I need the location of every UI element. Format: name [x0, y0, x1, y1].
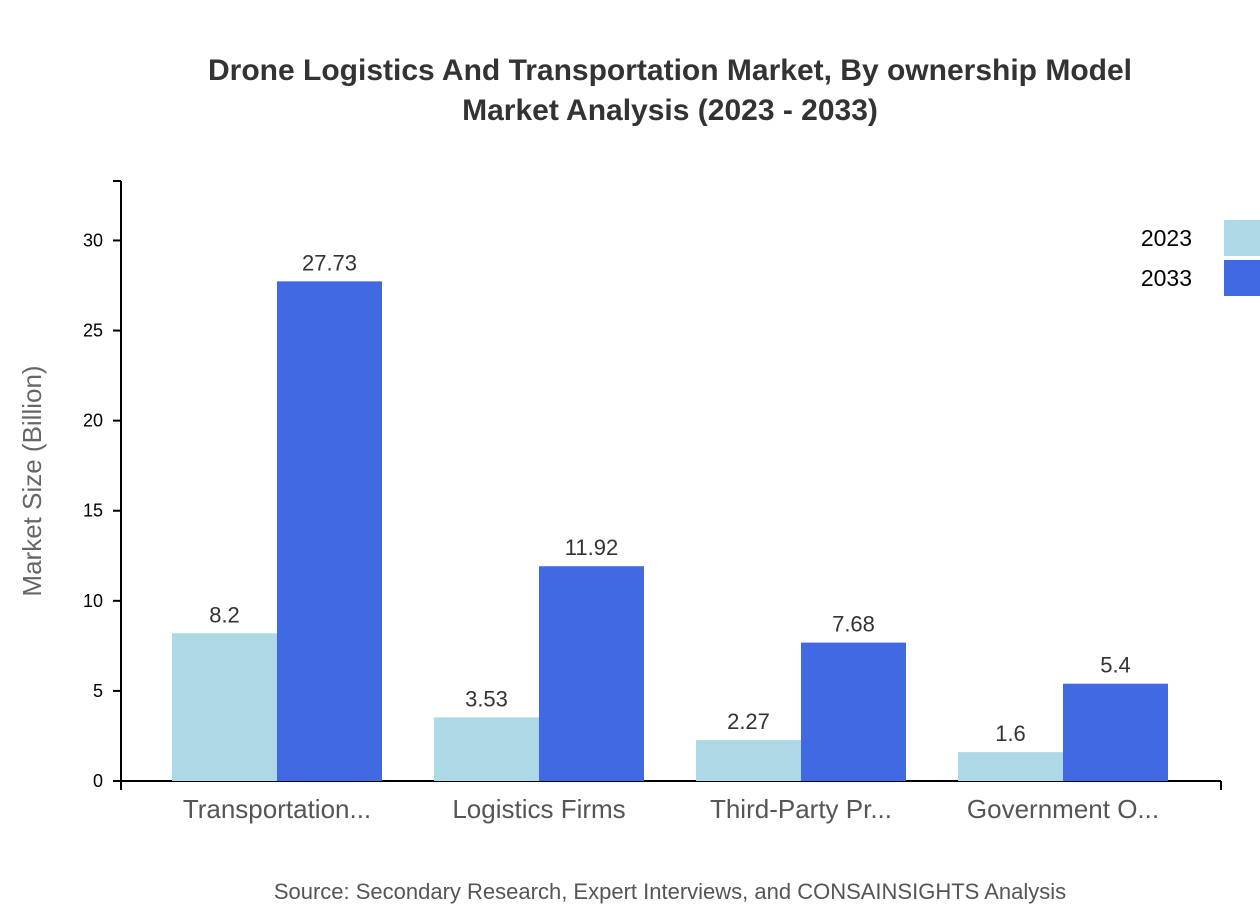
x-tick-label: Logistics Firms [452, 794, 625, 824]
legend-label: 2023 [1141, 225, 1192, 251]
legend-swatch-2023 [1224, 220, 1260, 256]
data-label: 11.92 [565, 535, 618, 560]
y-tick-label: 5 [93, 681, 103, 701]
y-tick-label: 15 [83, 501, 103, 521]
bar-2023 [434, 717, 539, 781]
data-label: 3.53 [465, 686, 508, 711]
y-tick-label: 0 [93, 771, 103, 791]
chart-subtitle: Market Analysis (2023 - 2033) [462, 94, 878, 127]
chart-title: Drone Logistics And Transportation Marke… [208, 54, 1132, 87]
y-tick-label: 30 [83, 230, 103, 250]
x-tick-label: Government O... [967, 794, 1159, 824]
data-label: 27.73 [302, 250, 357, 275]
bar-2023 [172, 633, 277, 781]
legend-swatch-2033 [1224, 260, 1260, 296]
data-label: 8.2 [209, 602, 240, 627]
legend-label: 2033 [1141, 265, 1192, 291]
x-tick-label: Transportation... [183, 794, 371, 824]
y-tick-label: 25 [83, 321, 103, 341]
x-tick-label: Third-Party Pr... [710, 794, 892, 824]
y-tick-label: 10 [83, 591, 103, 611]
data-label: 5.4 [1100, 653, 1131, 678]
bar-2023 [696, 740, 801, 781]
bar-2033 [1063, 683, 1168, 781]
y-axis-label: Market Size (Billion) [17, 365, 47, 596]
bar-2033 [277, 281, 382, 781]
data-label: 1.6 [995, 721, 1026, 746]
source-note: Source: Secondary Research, Expert Inter… [274, 879, 1066, 904]
bar-2023 [958, 752, 1063, 781]
data-label: 7.68 [832, 612, 875, 637]
axes: 0 5 10 15 20 25 30 Transportation... Logistics F… [83, 180, 1222, 824]
legend: 2023 2033 [1141, 220, 1260, 296]
bars: 8.2 27.73 3.53 11.92 2.27 7.68 1.6 5.4 [172, 250, 1168, 781]
bar-2033 [801, 642, 906, 781]
data-label: 2.27 [727, 709, 770, 734]
bar-2033 [539, 566, 644, 781]
y-tick-label: 20 [83, 411, 103, 431]
